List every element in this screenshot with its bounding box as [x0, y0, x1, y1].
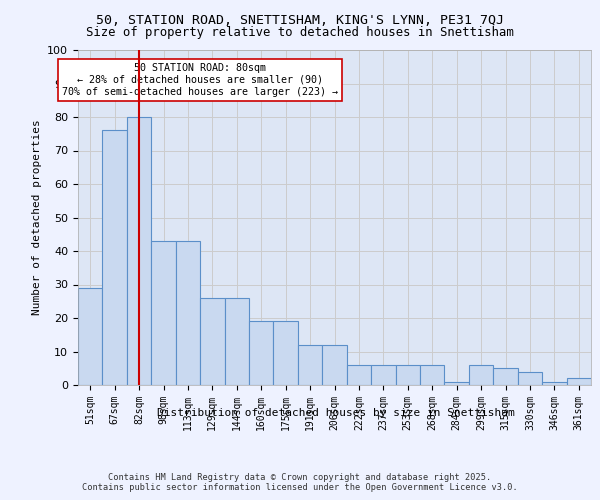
- Bar: [518, 372, 542, 385]
- Y-axis label: Number of detached properties: Number of detached properties: [32, 120, 42, 316]
- Bar: [445, 382, 469, 385]
- Bar: [249, 322, 274, 385]
- Bar: [151, 241, 176, 385]
- Bar: [200, 298, 224, 385]
- Bar: [420, 365, 445, 385]
- Bar: [78, 288, 103, 385]
- Bar: [127, 117, 151, 385]
- Text: 50, STATION ROAD, SNETTISHAM, KING'S LYNN, PE31 7QJ: 50, STATION ROAD, SNETTISHAM, KING'S LYN…: [96, 14, 504, 27]
- Text: Distribution of detached houses by size in Snettisham: Distribution of detached houses by size …: [157, 408, 515, 418]
- Bar: [103, 130, 127, 385]
- Bar: [542, 382, 566, 385]
- Bar: [469, 365, 493, 385]
- Bar: [347, 365, 371, 385]
- Bar: [298, 345, 322, 385]
- Bar: [395, 365, 420, 385]
- Text: Contains HM Land Registry data © Crown copyright and database right 2025.: Contains HM Land Registry data © Crown c…: [109, 472, 491, 482]
- Bar: [176, 241, 200, 385]
- Bar: [493, 368, 518, 385]
- Text: Contains public sector information licensed under the Open Government Licence v3: Contains public sector information licen…: [82, 482, 518, 492]
- Text: Size of property relative to detached houses in Snettisham: Size of property relative to detached ho…: [86, 26, 514, 39]
- Text: 50 STATION ROAD: 80sqm
← 28% of detached houses are smaller (90)
70% of semi-det: 50 STATION ROAD: 80sqm ← 28% of detached…: [62, 64, 338, 96]
- Bar: [322, 345, 347, 385]
- Bar: [566, 378, 591, 385]
- Bar: [371, 365, 395, 385]
- Bar: [274, 322, 298, 385]
- Bar: [224, 298, 249, 385]
